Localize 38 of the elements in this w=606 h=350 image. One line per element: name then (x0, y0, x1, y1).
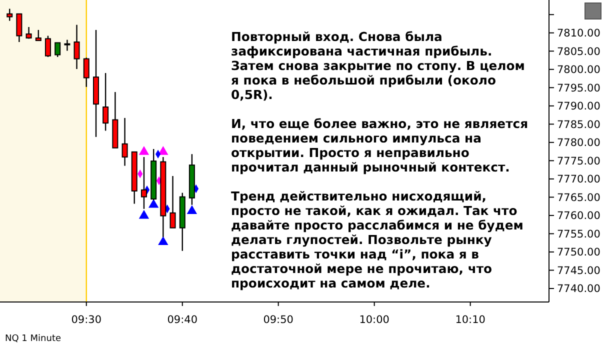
y-tick-label: 7795.00 (557, 82, 600, 94)
point (186, 205, 198, 214)
y-tick-label: 7760.00 (557, 210, 600, 222)
point (138, 210, 150, 219)
x-tick-label: 09:40 (167, 314, 198, 326)
point (158, 146, 168, 155)
candlestick (122, 117, 128, 166)
y-tick-label: 7800.00 (557, 64, 600, 76)
candlestick (44, 35, 51, 58)
y-tick-label: 7745.00 (557, 264, 600, 277)
candlestick (6, 8, 13, 22)
y-tick-label: 7805.00 (557, 46, 600, 58)
candlestick (64, 39, 70, 52)
point (158, 236, 168, 246)
y-tick-label: 7790.00 (557, 100, 600, 113)
y-tick-label: 7765.00 (557, 192, 600, 204)
y-tick-label: 7785.00 (557, 118, 600, 131)
y-tick-label: 7750.00 (557, 246, 600, 259)
y-tick-label: 7810.00 (557, 28, 600, 40)
x-tick-label: 10:00 (359, 314, 390, 326)
candlestick (54, 42, 61, 58)
candlestick (102, 72, 109, 132)
candlestick (35, 29, 42, 42)
point (138, 146, 150, 155)
text: NQ 1 Minute (5, 334, 62, 344)
candlestick (74, 24, 80, 70)
x-tick-label: 09:50 (263, 314, 294, 326)
y-tick-label: 7775.00 (557, 155, 600, 168)
y-tick-label: 7780.00 (557, 137, 600, 150)
x-tick-label: 10:10 (455, 314, 486, 326)
y-tick-label: 7755.00 (557, 228, 600, 240)
y-tick-label: 7770.00 (557, 174, 600, 186)
y-tick-label: 7740.00 (557, 283, 600, 296)
text: Повторный вход. Снова была зафиксирована частичная прибыль. Затем снова закрытие по стопу. В целом я пока в небольшой прибыли (около 0,5R). И, что еще более важно, это не является поведением сильного импульса на открытии. Просто я неправильно прочитал данный рыночный контекст. Тренд действительно нисходящий, просто не такой, как я ожидал. Так что давайте просто расслабимся и не будем делать глупостей. Позвольте рынку расставить точки над “i”, пока я в достаточной мере не прочитаю, что происходит на самом деле. (231, 29, 528, 290)
candlestick (16, 13, 22, 43)
x-tick-label: 09:30 (71, 314, 102, 326)
point (148, 198, 159, 208)
candlestick (83, 57, 90, 88)
